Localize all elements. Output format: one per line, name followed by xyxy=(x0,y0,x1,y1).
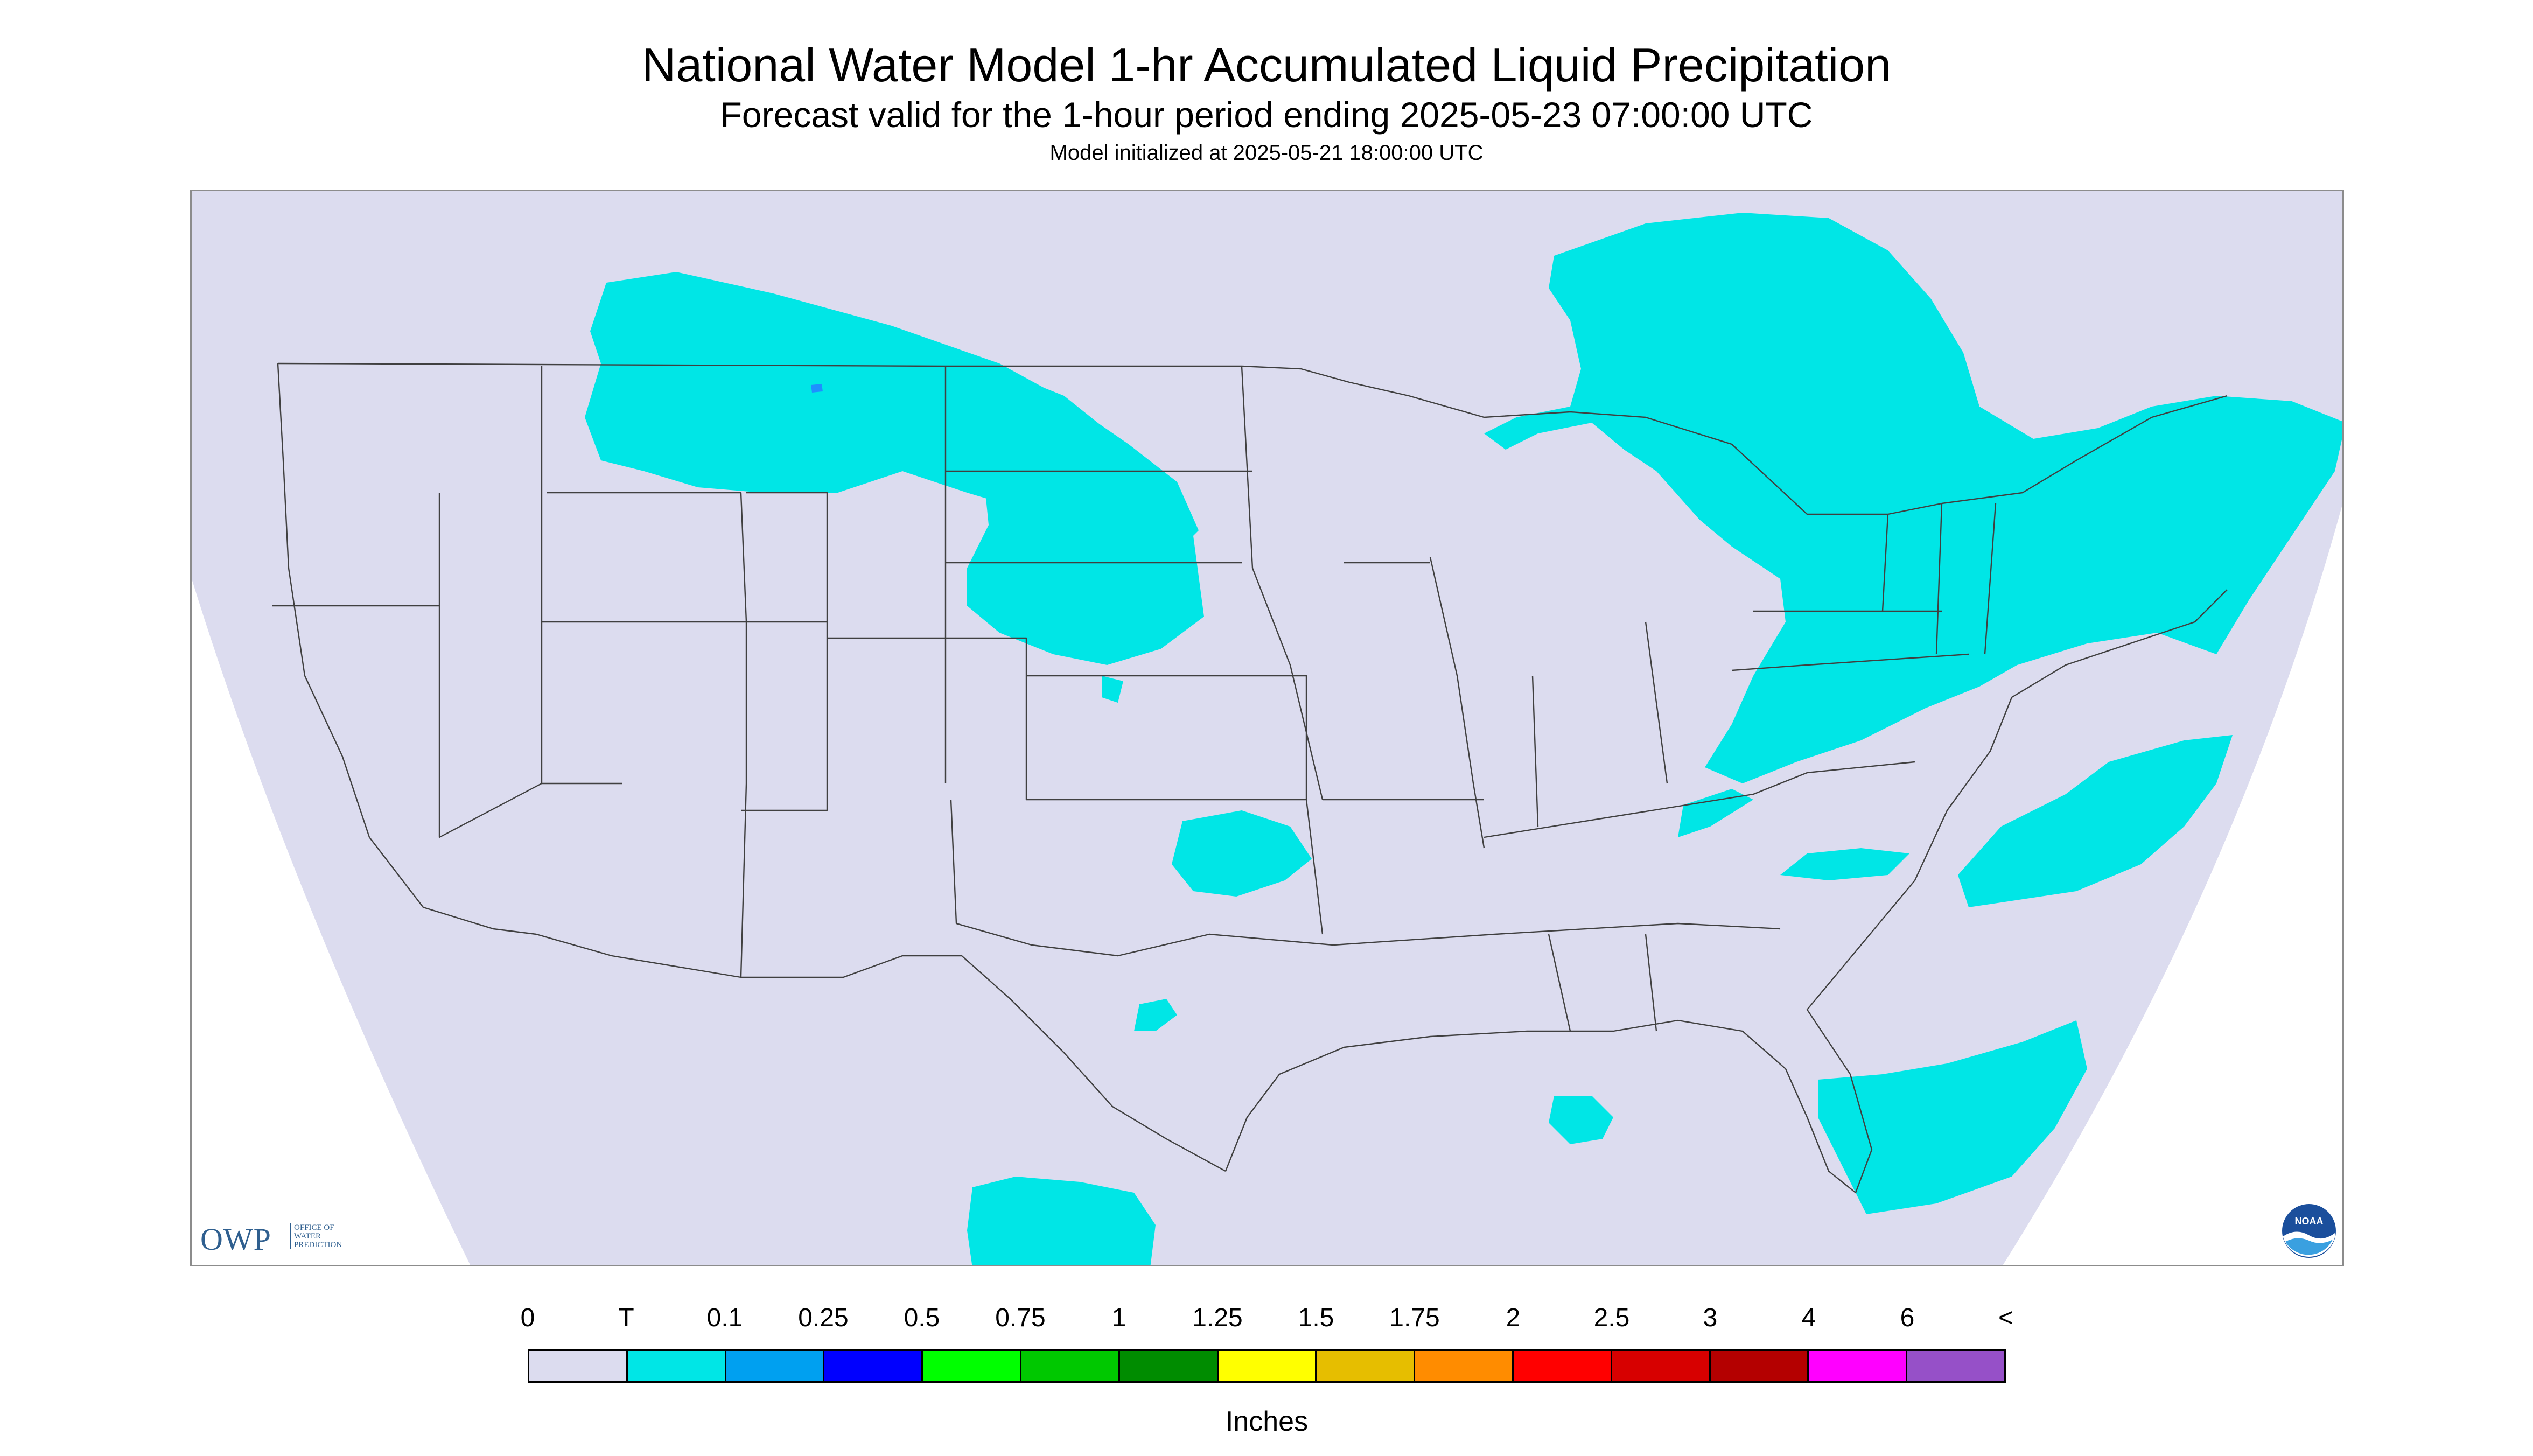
map-canvas xyxy=(192,191,2342,1265)
legend-tick-label: 1.25 xyxy=(1192,1304,1243,1332)
legend-swatch xyxy=(1710,1351,1809,1381)
legend-tick-label: 2.5 xyxy=(1593,1304,1630,1332)
legend-swatch xyxy=(1907,1351,2004,1381)
legend-tick-label: 1 xyxy=(1111,1304,1126,1332)
precip-north-plains xyxy=(967,363,1204,665)
legend-tick-label: 4 xyxy=(1801,1304,1816,1332)
legend-swatch xyxy=(1513,1351,1612,1381)
owp-logo-subtext: OFFICE OF WATER PREDICTION xyxy=(290,1223,342,1249)
precip-oklahoma xyxy=(1172,810,1312,897)
precipitation-heavier xyxy=(811,384,823,393)
noaa-logo-graphic: NOAA xyxy=(2282,1204,2336,1258)
precip-mexico xyxy=(967,1177,1156,1265)
legend-tick-label: < xyxy=(1998,1304,2014,1332)
precipitation-areas xyxy=(585,213,2342,1265)
precipitation-legend: 0 T 0.1 0.25 0.5 0.75 1 1.25 1.5 1.75 2 2.5 3 4 6 < Inc… xyxy=(521,1303,2013,1438)
legend-tick-label: 1.5 xyxy=(1298,1304,1334,1332)
noaa-logo-text: NOAA xyxy=(2295,1216,2324,1227)
legend-color-bar xyxy=(528,1349,2006,1383)
legend-swatch xyxy=(824,1351,923,1381)
legend-tick-label: 0.75 xyxy=(995,1304,1046,1332)
owp-logo: OWP OFFICE OF WATER PREDICTION xyxy=(200,1221,373,1259)
state-lines-west xyxy=(272,366,1027,978)
model-init-line: Model initialized at 2025-05-21 18:00:00… xyxy=(1049,141,1484,165)
legend-swatch xyxy=(1021,1351,1120,1381)
legend-tick-label: 6 xyxy=(1900,1304,1915,1332)
precip-carolina xyxy=(1780,848,1909,880)
precip-atlantic xyxy=(1958,735,2233,907)
legend-swatch xyxy=(1415,1351,1514,1381)
legend-swatch xyxy=(1218,1351,1317,1381)
pacific-coast xyxy=(277,363,537,935)
owp-logo-letters: OWP xyxy=(200,1222,271,1257)
atlantic-gulf-coast xyxy=(1224,589,2228,1194)
legend-swatch xyxy=(1119,1351,1219,1381)
legend-unit-label: Inches xyxy=(1225,1406,1309,1437)
owp-logo-line-1: OFFICE OF xyxy=(294,1223,334,1232)
precipitation-map xyxy=(190,190,2344,1266)
legend-tick-label: 0.1 xyxy=(706,1304,743,1332)
legend-tick-label: 2 xyxy=(1506,1304,1521,1332)
legend-swatch xyxy=(1317,1351,1416,1381)
legend-tick-label: 1.75 xyxy=(1389,1304,1440,1332)
state-lines-central xyxy=(944,366,1334,957)
precip-virginia-band xyxy=(1678,789,1753,837)
precip-gulf-florida xyxy=(1818,1020,2087,1214)
precip-gulf-blob xyxy=(1549,1096,1613,1144)
legend-swatch xyxy=(627,1351,726,1381)
precip-texas xyxy=(1134,999,1177,1031)
legend-tick-label: 0.5 xyxy=(904,1304,940,1332)
legend-tick-label: 3 xyxy=(1703,1304,1718,1332)
forecast-valid-subtitle: Forecast valid for the 1-hour period end… xyxy=(720,95,1813,135)
owp-logo-line-3: PREDICTION xyxy=(294,1241,342,1249)
legend-swatch xyxy=(1809,1351,1908,1381)
state-lines-east xyxy=(1323,503,1997,1032)
legend-swatch xyxy=(1612,1351,1711,1381)
owp-logo-line-2: WATER xyxy=(294,1232,321,1241)
canada-us-border xyxy=(277,362,2228,515)
legend-tick-label: T xyxy=(618,1304,634,1332)
precip-great-lakes-northeast xyxy=(1484,213,2342,783)
mexico-us-border xyxy=(536,933,1226,1172)
precip-plains-speck xyxy=(1102,676,1123,703)
legend-swatch xyxy=(529,1351,628,1381)
legend-tick-label: 0.25 xyxy=(798,1304,849,1332)
map-title: National Water Model 1-hr Accumulated Li… xyxy=(641,38,1892,92)
legend-swatch xyxy=(923,1351,1021,1381)
political-borders xyxy=(272,362,2228,1194)
legend-swatch xyxy=(726,1351,825,1381)
noaa-logo: NOAA xyxy=(2281,1203,2337,1259)
legend-labels: 0 T 0.1 0.25 0.5 0.75 1 1.25 1.5 1.75 2 2.5 3 4 6 < xyxy=(521,1303,2013,1335)
legend-tick-label: 0 xyxy=(520,1304,535,1332)
